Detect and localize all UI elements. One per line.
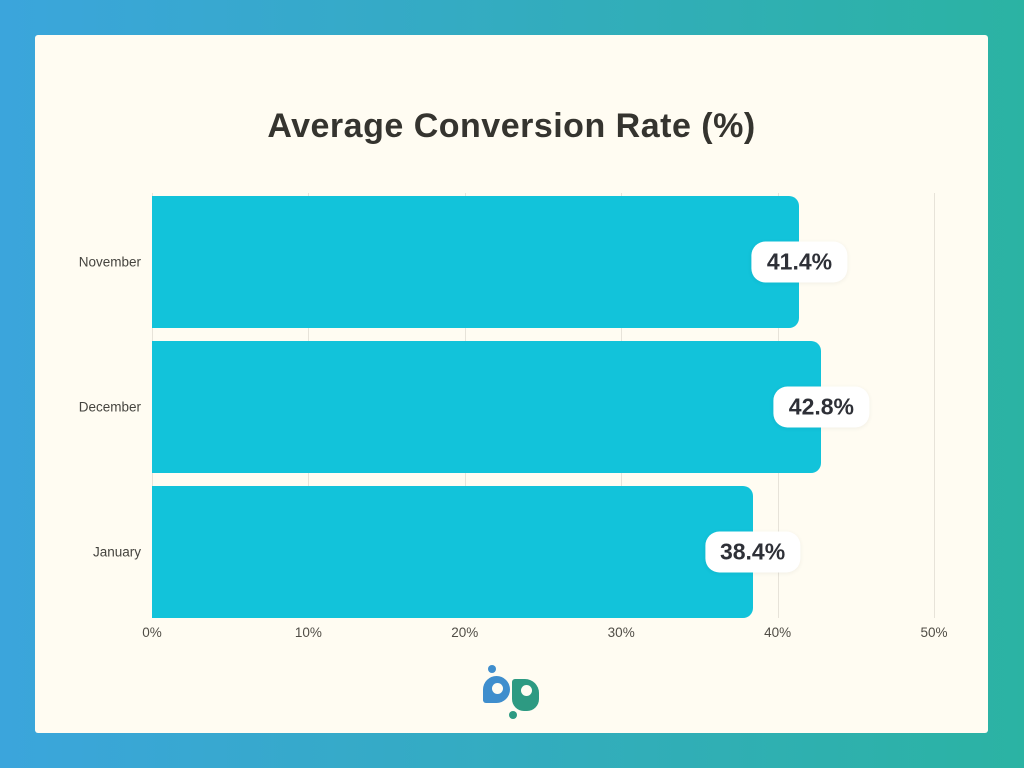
chart-card: Average Conversion Rate (%) November 41.4… [35,35,988,733]
x-axis-tick-label: 10% [294,625,322,640]
category-label: January [92,544,141,560]
x-axis-tick-label: 40% [764,625,792,640]
x-axis-tick-label: 30% [607,625,635,640]
logo-letter-p-icon [511,679,539,711]
value-badge: 38.4% [704,531,801,573]
x-axis-tick-label: 20% [451,625,479,640]
bars-layer: November 41.4% December 42.8% January 38.4% [79,196,934,618]
x-axis-tick-label: 0% [142,625,162,640]
bar [152,341,822,473]
chart-title: Average Conversion Rate (%) [267,107,756,145]
value-badge: 42.8% [773,386,869,428]
bar [152,196,800,328]
x-axis: 0% 10% 20% 30% 40% 50% [142,625,947,645]
bp-logo [481,665,543,719]
category-label: December [78,399,141,415]
logo-b-hole [491,683,503,694]
logo-p-hole [520,685,532,696]
logo-letter-b-icon [482,676,510,703]
x-axis-tick-label: 50% [920,625,948,640]
logo-b-dot-icon [487,665,496,673]
category-label: November [78,254,141,270]
value-badge: 41.4% [751,241,848,283]
bar [152,486,753,618]
bar-row: December 42.8% [79,341,934,473]
bar-chart: November 41.4% December 42.8% January 38.4% 0… [79,193,948,640]
bar-row: November 41.4% [79,196,934,328]
gridline [934,193,935,618]
bar-row: January 38.4% [93,486,934,618]
logo-p-dot-icon [508,711,517,719]
